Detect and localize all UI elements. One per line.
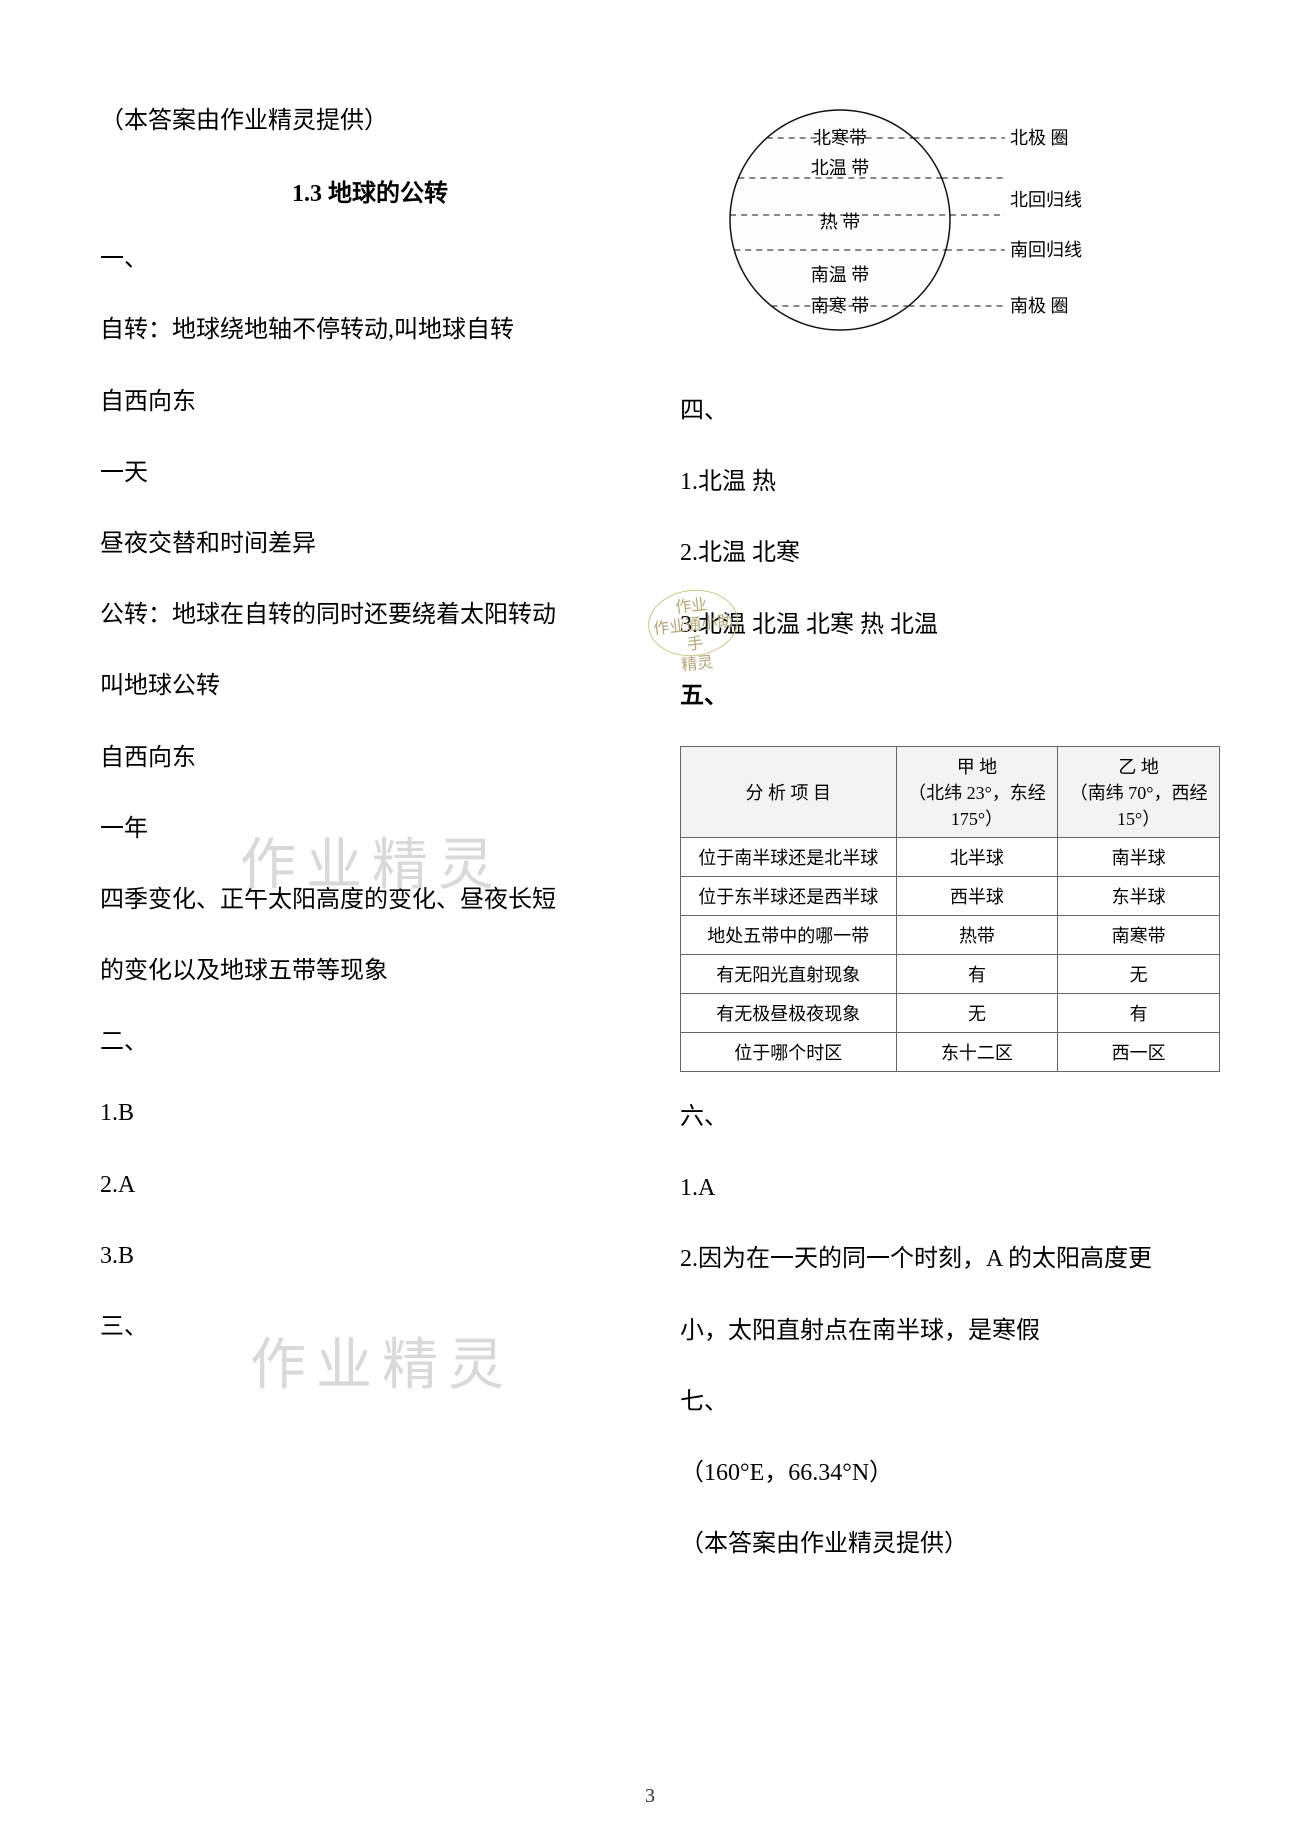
left-line: 三、 xyxy=(100,1306,640,1349)
left-line: 二、 xyxy=(100,1021,640,1064)
svg-text:北极 圈: 北极 圈 xyxy=(1010,128,1069,148)
table-row: 有无极昼极夜现象无有 xyxy=(681,993,1220,1032)
table-cell: 有 xyxy=(1058,993,1220,1032)
five-zones-diagram: 北寒带 北极 圈北温 带北回归线热 带南回归线南温 带南寒 带 南极 圈 xyxy=(680,100,1100,360)
table-cell: 北半球 xyxy=(896,837,1058,876)
left-line: 的变化以及地球五带等现象 xyxy=(100,950,640,993)
table-cell: 有无极昼极夜现象 xyxy=(681,993,897,1032)
svg-text:热 带: 热 带 xyxy=(820,212,861,232)
left-line: 一天 xyxy=(100,452,640,495)
table-row: 地处五带中的哪一带热带南寒带 xyxy=(681,915,1220,954)
table-cell: 热带 xyxy=(896,915,1058,954)
page-number: 3 xyxy=(0,1785,1300,1808)
watermark-note-top: （本答案由作业精灵提供） xyxy=(100,100,640,143)
left-line: 3.B xyxy=(100,1235,640,1278)
table-cell: 有无阳光直射现象 xyxy=(681,954,897,993)
right-line: 六、 xyxy=(680,1096,1220,1139)
left-line: 昼夜交替和时间差异 xyxy=(100,523,640,566)
left-line: 自转：地球绕地轴不停转动,叫地球自转 xyxy=(100,309,640,352)
right-column: 北寒带 北极 圈北温 带北回归线热 带南回归线南温 带南寒 带 南极 圈 四、 1.北… xyxy=(680,100,1220,1778)
analysis-table: 分 析 项 目甲 地（北纬 23°，东经 175°）乙 地（南纬 70°，西经 … xyxy=(680,746,1220,1072)
svg-text:南极 圈: 南极 圈 xyxy=(1010,296,1069,316)
left-line: 一年 xyxy=(100,808,640,851)
table-cell: 西半球 xyxy=(896,876,1058,915)
page: （本答案由作业精灵提供） 1.3 地球的公转 一、自转：地球绕地轴不停转动,叫地… xyxy=(0,0,1300,1838)
right-line: 七、 xyxy=(680,1381,1220,1424)
svg-text:北寒带: 北寒带 xyxy=(813,128,867,148)
left-line: 自西向东 xyxy=(100,381,640,424)
left-line: 自西向东 xyxy=(100,737,640,780)
table-cell: 位于南半球还是北半球 xyxy=(681,837,897,876)
svg-text:北回归线: 北回归线 xyxy=(1010,190,1082,210)
table-cell: 西一区 xyxy=(1058,1032,1220,1071)
table-cell: 有 xyxy=(896,954,1058,993)
left-line: 公转：地球在自转的同时还要绕着太阳转动 xyxy=(100,594,640,637)
right-line: 2.因为在一天的同一个时刻，A 的太阳高度更 xyxy=(680,1238,1220,1281)
left-body: 一、自转：地球绕地轴不停转动,叫地球自转自西向东一天昼夜交替和时间差异公转：地球… xyxy=(100,238,640,1349)
right-line: 2.北温 北寒 xyxy=(680,532,1220,575)
right-line: 3.北温 北温 北寒 热 北温 xyxy=(680,604,1220,647)
left-line: 1.B xyxy=(100,1092,640,1135)
left-line: 叫地球公转 xyxy=(100,665,640,708)
table-cell: 地处五带中的哪一带 xyxy=(681,915,897,954)
table-row: 位于哪个时区东十二区西一区 xyxy=(681,1032,1220,1071)
table-cell: 位于哪个时区 xyxy=(681,1032,897,1071)
table-row: 有无阳光直射现象有无 xyxy=(681,954,1220,993)
left-line: 2.A xyxy=(100,1164,640,1207)
left-line: 四季变化、正午太阳高度的变化、昼夜长短 xyxy=(100,879,640,922)
table-cell: 东十二区 xyxy=(896,1032,1058,1071)
svg-text:南回归线: 南回归线 xyxy=(1010,240,1082,260)
table-cell: 东半球 xyxy=(1058,876,1220,915)
right-line: 四、 xyxy=(680,390,1220,433)
table-header-cell: 甲 地（北纬 23°，东经 175°） xyxy=(896,746,1058,837)
right-pre-table-text: 四、 1.北温 热 2.北温 北寒 3.北温 北温 北寒 热 北温五、 xyxy=(680,390,1220,718)
table-cell: 南寒带 xyxy=(1058,915,1220,954)
table-row: 位于南半球还是北半球北半球南半球 xyxy=(681,837,1220,876)
table-header-cell: 乙 地（南纬 70°，西经 15°） xyxy=(1058,746,1220,837)
table-cell: 无 xyxy=(1058,954,1220,993)
table-cell: 无 xyxy=(896,993,1058,1032)
left-line: 一、 xyxy=(100,238,640,281)
right-line: 1.北温 热 xyxy=(680,461,1220,504)
right-line: 小，太阳直射点在南半球，是寒假 xyxy=(680,1310,1220,1353)
right-line: 五、 xyxy=(680,675,1220,718)
svg-text:南温 带: 南温 带 xyxy=(811,265,870,285)
table-cell: 南半球 xyxy=(1058,837,1220,876)
table-header-row: 分 析 项 目甲 地（北纬 23°，东经 175°）乙 地（南纬 70°，西经 … xyxy=(681,746,1220,837)
right-line: 1.A xyxy=(680,1167,1220,1210)
right-post-table-text: 六、 1.A 2.因为在一天的同一个时刻，A 的太阳高度更小，太阳直射点在南半球，是… xyxy=(680,1096,1220,1495)
svg-text:南寒 带: 南寒 带 xyxy=(811,296,870,316)
section-title: 1.3 地球的公转 xyxy=(100,173,640,208)
right-line: （160°E，66.34°N） xyxy=(680,1452,1220,1495)
table-header-cell: 分 析 项 目 xyxy=(681,746,897,837)
svg-text:北温 带: 北温 带 xyxy=(811,158,870,178)
watermark-note-bottom: （本答案由作业精灵提供） xyxy=(680,1523,1220,1566)
table-row: 位于东半球还是西半球西半球东半球 xyxy=(681,876,1220,915)
table-cell: 位于东半球还是西半球 xyxy=(681,876,897,915)
left-column: （本答案由作业精灵提供） 1.3 地球的公转 一、自转：地球绕地轴不停转动,叫地… xyxy=(100,100,640,1778)
